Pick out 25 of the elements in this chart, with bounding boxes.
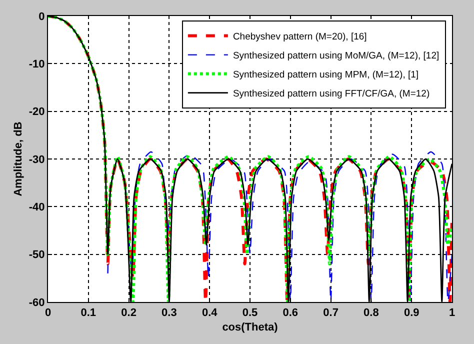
x-tick-label: 0.9 <box>404 307 420 320</box>
line-series <box>48 16 452 302</box>
y-axis-title: Amplitude, dB <box>12 122 25 196</box>
y-tick-label: -50 <box>28 249 45 262</box>
legend-label: Synthesized pattern using MoM/GA, (M=12), [12] <box>232 50 440 62</box>
x-tick-label: 0.8 <box>364 307 379 320</box>
y-tick-label: 0 <box>38 10 45 23</box>
y-tick-label: -40 <box>28 202 45 214</box>
x-tick-label: 0.7 <box>323 307 338 320</box>
legend-label: Chebyshev pattern (M=20), [16] <box>232 31 367 42</box>
y-tick-label: -30 <box>28 154 45 166</box>
x-tick-label: 0.1 <box>80 307 96 320</box>
x-tick-label: 0.4 <box>202 307 218 320</box>
y-tick-label: -60 <box>28 296 45 309</box>
x-tick-label: 0.3 <box>162 307 177 320</box>
x-tick-label: 0.6 <box>282 307 298 320</box>
legend-label: Synthesized pattern using MPM, (M=12), [1] <box>232 69 419 80</box>
y-tick-label: -20 <box>28 106 45 118</box>
line-series <box>107 151 452 302</box>
x-tick-label: 0.2 <box>121 307 136 320</box>
x-axis-title: cos(Theta) <box>222 321 278 334</box>
x-tick-label: 0.5 <box>242 307 258 320</box>
legend-label: Synthesized pattern using FFT/CF/GA, (M=12) <box>232 88 430 100</box>
x-tick-label: 1 <box>448 307 456 320</box>
y-tick-label: -10 <box>28 58 45 71</box>
